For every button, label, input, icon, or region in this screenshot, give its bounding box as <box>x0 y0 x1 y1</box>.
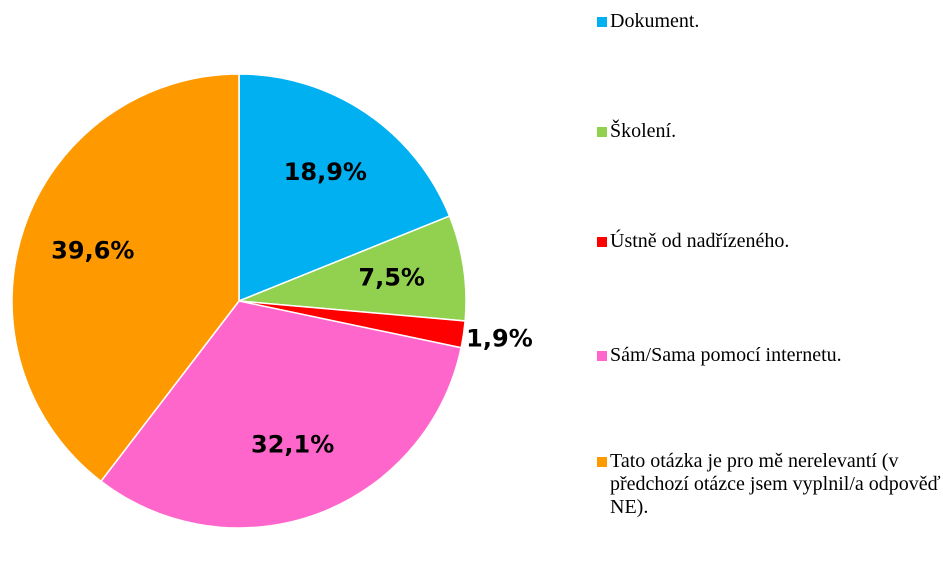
legend-label: Dokument. <box>610 10 700 32</box>
legend-swatch <box>597 457 607 467</box>
legend-label: Sám/Sama pomocí internetu. <box>610 344 842 366</box>
legend-swatch <box>597 127 607 137</box>
legend-label: Tato otázka je pro mě nerelevantí (v pře… <box>610 450 941 518</box>
data-label: 18,9% <box>284 158 367 186</box>
legend-swatch <box>597 237 607 247</box>
legend-item: Tato otázka je pro mě nerelevantí (v pře… <box>597 450 943 519</box>
pie-slice <box>11 73 240 483</box>
legend-label: Školení. <box>610 120 677 142</box>
data-label: 32,1% <box>251 431 334 459</box>
legend-item: Školení. <box>597 120 943 143</box>
data-label: 39,6% <box>51 236 134 264</box>
legend-swatch <box>597 351 607 361</box>
pie-slice <box>238 73 451 303</box>
legend-item: Ústně od nadřízeného. <box>597 230 943 253</box>
legend-swatch <box>597 17 607 27</box>
legend-item: Sám/Sama pomocí internetu. <box>597 344 943 367</box>
pie-slice <box>99 300 463 529</box>
data-label: 7,5% <box>358 263 425 291</box>
data-label: 1,9% <box>466 325 533 353</box>
legend-label: Ústně od nadřízeného. <box>610 230 790 252</box>
legend-item: Dokument. <box>597 10 943 33</box>
pie-slice <box>238 215 467 322</box>
